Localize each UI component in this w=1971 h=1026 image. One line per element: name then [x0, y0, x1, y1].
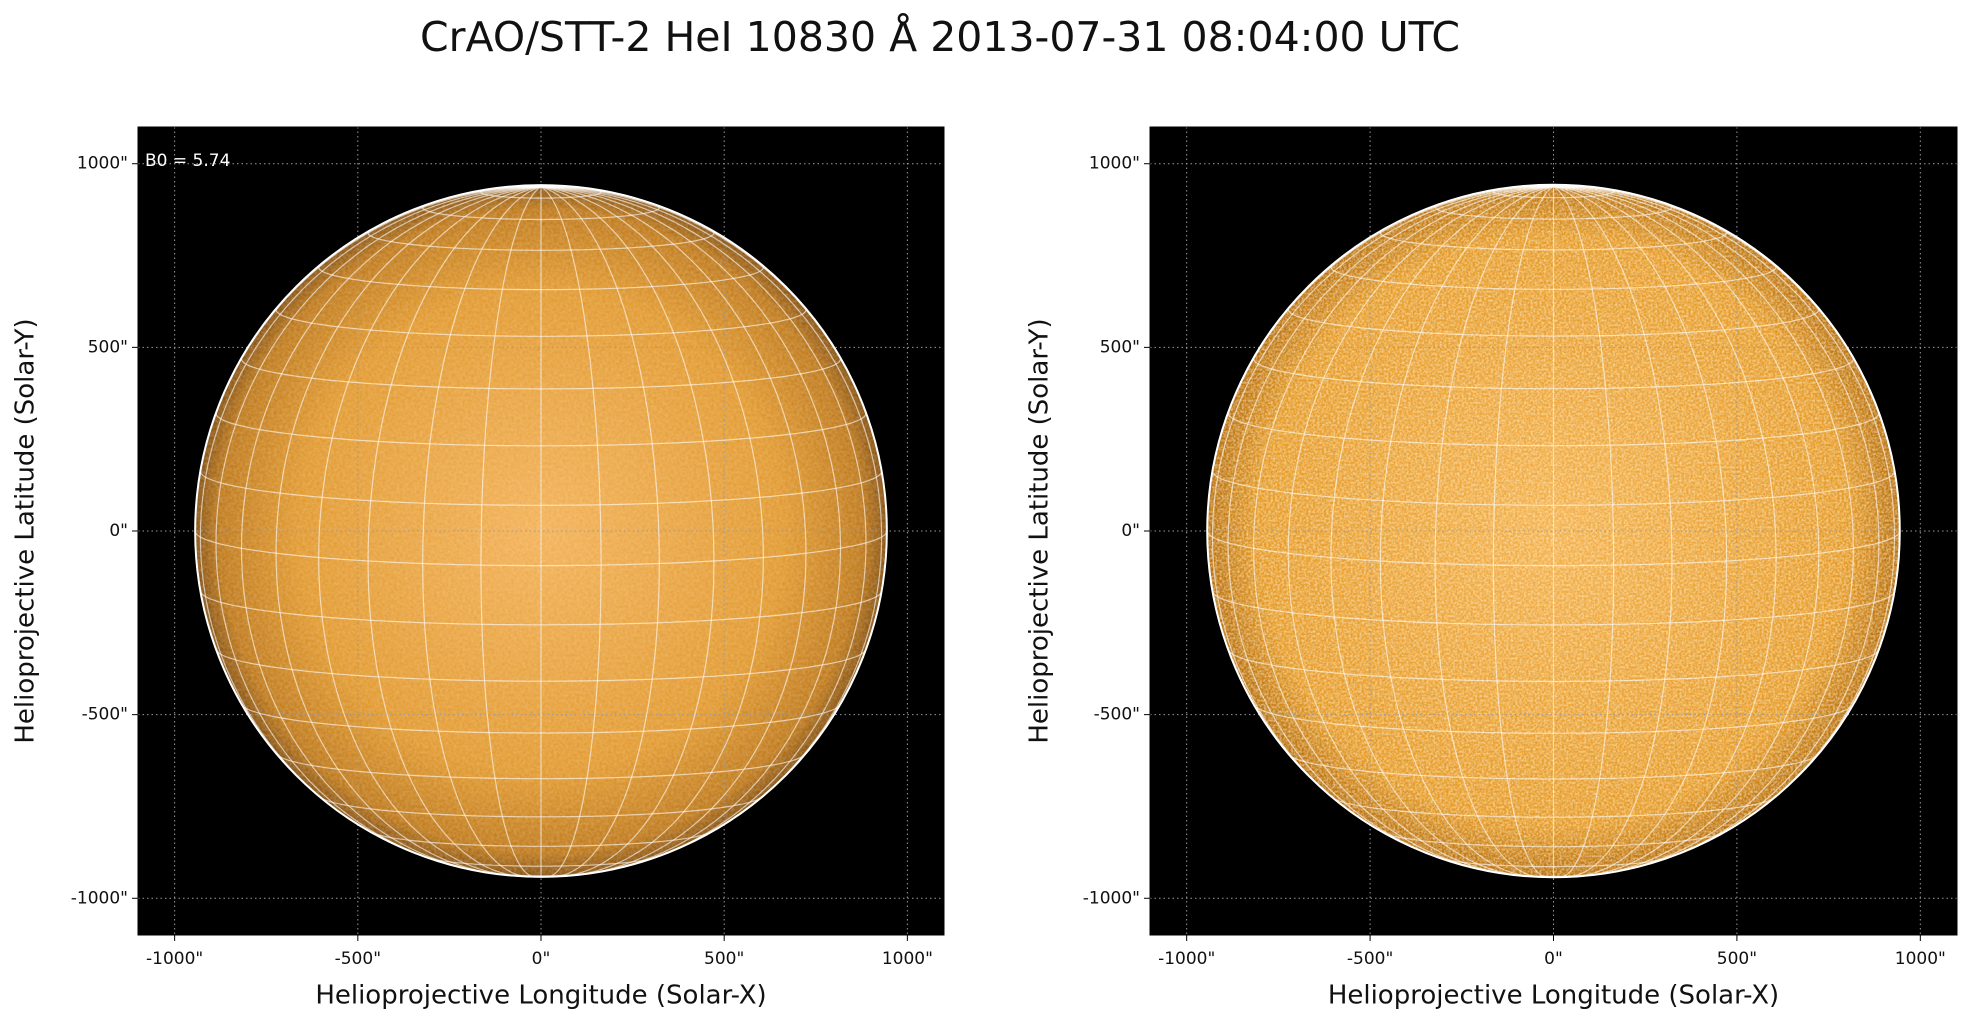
- heliographic-grid: [1553, 185, 1673, 878]
- heliographic-grid: [1379, 185, 1554, 877]
- x-tick-label: 1000": [882, 949, 933, 969]
- heliographic-grid: [215, 186, 542, 863]
- heliographic-grid: [1553, 185, 1820, 875]
- heliographic-grid: [1553, 185, 1896, 827]
- heliographic-grid: [240, 186, 542, 872]
- solar-limb: [1206, 183, 1901, 879]
- heliographic-grid: [367, 186, 542, 877]
- solar-limb: [194, 184, 888, 878]
- x-tick-label: 0": [532, 949, 551, 969]
- heliographic-grid: [199, 186, 542, 827]
- heliographic-grid: [1492, 186, 1554, 878]
- heliographic-grid: [540, 186, 660, 877]
- heliographic-grid: [1553, 185, 1855, 873]
- y-tick-label: 500": [88, 337, 128, 357]
- y-tick-label: 500": [1100, 337, 1140, 357]
- heliographic-grid: [480, 186, 542, 878]
- y-tick-label: 1000": [77, 154, 128, 174]
- heliographic-grid: [318, 186, 542, 877]
- heliographic-grid: [1252, 185, 1554, 873]
- x-tick-label: -500": [1347, 949, 1393, 969]
- heliographic-grid: [1287, 185, 1554, 875]
- y-axis-label: Helioprojective Latitude (Solar-Y): [1025, 318, 1055, 743]
- heliographic-grid: [1211, 185, 1554, 827]
- heliographic-grid: [1227, 185, 1554, 863]
- y-tick-label: -500": [1094, 705, 1140, 725]
- x-tick-label: 500": [704, 949, 744, 969]
- heliographic-grid: [1553, 185, 1880, 863]
- y-tick-label: -1000": [71, 888, 128, 908]
- x-tick-label: 500": [1717, 949, 1757, 969]
- x-axis-label: Helioprojective Longitude (Solar-X): [315, 981, 766, 1011]
- figure-title: CrAO/STT-2 HeI 10830 Å 2013-07-31 08:04:…: [420, 13, 1460, 61]
- annotation: B0 = 5.74: [145, 151, 230, 171]
- x-tick-label: -500": [335, 949, 381, 969]
- y-tick-label: 0": [109, 521, 128, 541]
- y-tick-label: -500": [82, 705, 128, 725]
- heliographic-grid: [540, 186, 807, 875]
- heliographic-grid: [1434, 185, 1554, 878]
- x-axis-label: Helioprojective Longitude (Solar-X): [1328, 981, 1779, 1011]
- heliographic-grid: [1553, 186, 1615, 878]
- heliographic-grid: [1330, 185, 1554, 877]
- y-axis-label: Helioprojective Latitude (Solar-Y): [11, 318, 41, 743]
- heliographic-grid: [1553, 185, 1728, 877]
- y-tick-label: -1000": [1083, 888, 1140, 908]
- heliographic-grid: [540, 186, 883, 827]
- y-tick-label: 0": [1121, 521, 1140, 541]
- panel: B0 = 5.74 -1000" -500" 0" 500" 1000" -1000" -50…: [11, 126, 945, 1011]
- heliographic-grid: [422, 186, 542, 877]
- heliographic-grid: [540, 186, 602, 878]
- x-tick-label: -1000": [146, 949, 203, 969]
- heliographic-grid: [540, 186, 715, 877]
- x-tick-label: 0": [1544, 949, 1563, 969]
- y-tick-label: 1000": [1089, 154, 1140, 174]
- heliographic-grid: [540, 186, 842, 872]
- heliographic-grid: [1553, 185, 1777, 877]
- heliographic-grid: [540, 186, 764, 877]
- x-tick-label: -1000": [1158, 949, 1215, 969]
- heliographic-grid: [540, 186, 867, 863]
- x-tick-label: 1000": [1895, 949, 1946, 969]
- heliographic-grid: [275, 186, 542, 875]
- panel: -1000" -500" 0" 500" 1000" -1000" -500" 0" 500" 1…: [1025, 126, 1958, 1011]
